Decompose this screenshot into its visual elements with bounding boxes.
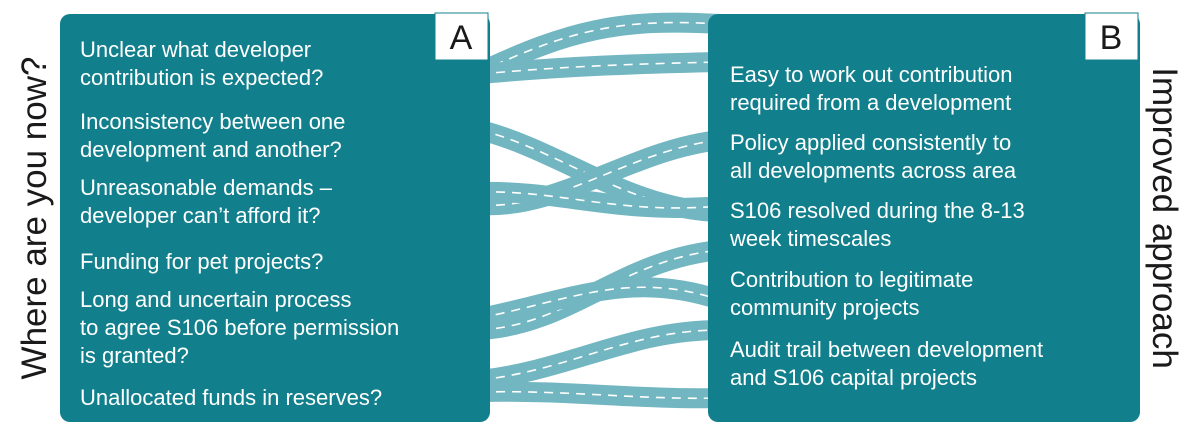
item-line: is granted? xyxy=(80,343,189,368)
road xyxy=(480,287,720,318)
item-line: S106 resolved during the 8-13 xyxy=(730,198,1025,223)
road xyxy=(480,62,720,74)
item-line: to agree S106 before permission xyxy=(80,315,399,340)
item-line: required from a development xyxy=(730,90,1011,115)
item-line: development and another? xyxy=(80,137,342,162)
item-line: Unreasonable demands – xyxy=(80,175,333,200)
item-line: Audit trail between development xyxy=(730,337,1043,362)
item-line: and S106 capital projects xyxy=(730,365,977,390)
item-line: all developments across area xyxy=(730,158,1017,183)
item-line: contribution is expected? xyxy=(80,65,323,90)
item-line: community projects xyxy=(730,295,920,320)
item-line: Contribution to legitimate xyxy=(730,267,973,292)
item-line: Funding for pet projects? xyxy=(80,249,323,274)
badge-b: B xyxy=(1100,19,1123,57)
badge-a: A xyxy=(450,19,473,57)
right-label: Improved approach xyxy=(1145,67,1184,369)
roads xyxy=(480,23,720,399)
item-line: week timescales xyxy=(729,226,891,251)
item-line: Long and uncertain process xyxy=(80,287,352,312)
item-line: Inconsistency between one xyxy=(80,109,345,134)
left-label: Where are you now? xyxy=(15,57,54,380)
item-line: Policy applied consistently to xyxy=(730,130,1011,155)
item-line: developer can’t afford it? xyxy=(80,203,321,228)
road xyxy=(480,330,720,380)
item-line: Easy to work out contribution xyxy=(730,62,1012,87)
diagram: A B Where are you now? Improved approach… xyxy=(0,0,1198,428)
item-line: Unallocated funds in reserves? xyxy=(80,385,382,410)
item-line: Unclear what developer xyxy=(80,37,311,62)
